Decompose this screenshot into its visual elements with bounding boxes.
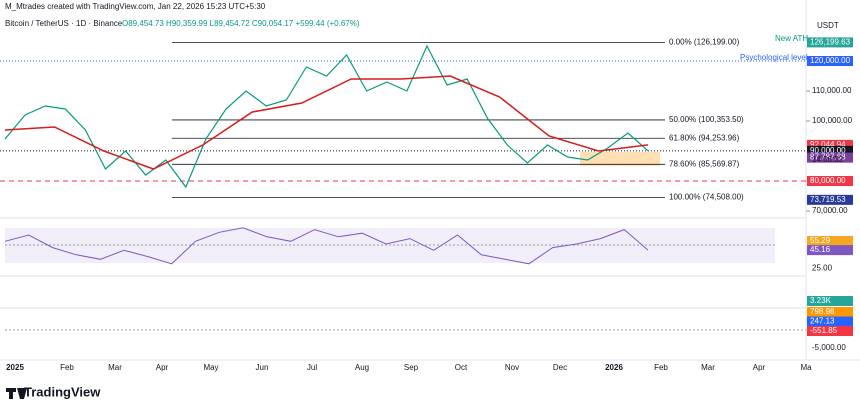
time-label: Aug bbox=[355, 363, 369, 372]
badge-label: 3.23K bbox=[810, 296, 832, 305]
time-label: Feb bbox=[60, 363, 74, 372]
symbol: Bitcoin / TetherUS · 1D · Binance bbox=[5, 19, 123, 28]
price-tick-label: 110,000.00 bbox=[812, 86, 852, 95]
price-badge bbox=[807, 326, 853, 336]
price-badge bbox=[807, 146, 853, 156]
badge-label: 126,199.63 bbox=[810, 38, 851, 47]
ath-label: New ATH bbox=[775, 34, 808, 43]
time-label: Apr bbox=[753, 363, 766, 372]
range-box bbox=[580, 152, 660, 166]
currency: USDT bbox=[817, 21, 839, 30]
time-label: Sep bbox=[404, 363, 419, 372]
time-label: Nov bbox=[505, 363, 519, 372]
rsi-values bbox=[4, 227, 649, 265]
time-label: 2026 bbox=[605, 363, 623, 372]
time-label: Jul bbox=[307, 363, 317, 372]
price-closes bbox=[4, 44, 649, 189]
price-badge bbox=[807, 245, 853, 256]
logo-icon bbox=[6, 388, 27, 399]
time-label: Dec bbox=[553, 363, 567, 372]
countdown: 14:06:32 bbox=[812, 155, 844, 164]
macd-tick: -5,000.00 bbox=[812, 343, 846, 352]
time-label: Oct bbox=[455, 363, 468, 372]
price-badge bbox=[807, 37, 853, 48]
time-label: 2025 bbox=[6, 363, 24, 372]
badge-label: 120,000.00 bbox=[810, 56, 851, 65]
price-badge bbox=[807, 152, 853, 163]
time-label: Mar bbox=[108, 363, 122, 372]
badge-label: 87,787.68 bbox=[810, 153, 846, 162]
logo: TradingView bbox=[24, 384, 101, 399]
badge-label: 55.29 bbox=[810, 236, 831, 245]
ohlc: O89,454.73 H90,359.99 L89,454.72 C90,054… bbox=[122, 19, 360, 28]
time-label: Mar bbox=[701, 363, 715, 372]
time-label: Apr bbox=[156, 363, 169, 372]
price-badge bbox=[807, 236, 853, 246]
fib-label: 100.00% (74,508.00) bbox=[669, 193, 744, 202]
time-label: Feb bbox=[654, 363, 668, 372]
badge-label: 80,000.00 bbox=[810, 176, 846, 185]
price-tick-label: 70,000.00 bbox=[812, 206, 848, 215]
price-badge bbox=[807, 176, 853, 186]
badge-label: -551.85 bbox=[810, 326, 838, 335]
badge-label: 247.13 bbox=[810, 317, 835, 326]
rsi-tick: 25.00 bbox=[812, 263, 833, 272]
badge-label: 92,044.94 bbox=[810, 140, 846, 149]
price-badge bbox=[807, 139, 853, 150]
badge-label: 45.16 bbox=[810, 245, 831, 254]
price-badge bbox=[807, 316, 853, 327]
fib-label: 0.00% (126,199.00) bbox=[669, 38, 740, 47]
price-badge bbox=[807, 307, 853, 317]
badge-label: 73,719.53 bbox=[810, 195, 846, 204]
badge-label: 798.98 bbox=[810, 307, 835, 316]
price-tick-label: 100,000.00 bbox=[812, 116, 853, 125]
badge-label: 90,000.00 bbox=[810, 146, 846, 155]
time-label: Ma bbox=[800, 363, 812, 372]
moving-average bbox=[4, 75, 649, 170]
fib-label: 78.60% (85,569.87) bbox=[669, 159, 740, 168]
fib-label: 50.00% (100,353.50) bbox=[669, 115, 744, 124]
price-badge bbox=[807, 56, 853, 66]
price-badge bbox=[807, 194, 853, 205]
fib-label: 61.80% (94,253.96) bbox=[669, 133, 740, 142]
time-label: May bbox=[203, 363, 218, 372]
psych-label: Psychological level bbox=[740, 53, 808, 62]
price-badge bbox=[807, 296, 853, 306]
time-label: Jun bbox=[256, 363, 269, 372]
credit: M_Mtrades created with TradingView.com, … bbox=[5, 2, 266, 11]
